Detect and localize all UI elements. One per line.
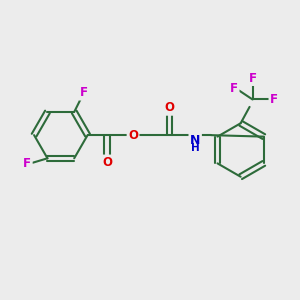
Text: O: O: [128, 129, 138, 142]
Text: O: O: [102, 156, 112, 169]
Text: F: F: [80, 86, 88, 99]
Text: F: F: [248, 72, 256, 85]
Text: H: H: [191, 142, 200, 153]
Text: F: F: [270, 93, 278, 106]
Text: N: N: [190, 134, 200, 147]
Text: F: F: [230, 82, 238, 95]
Text: F: F: [23, 157, 31, 170]
Text: O: O: [164, 101, 174, 114]
